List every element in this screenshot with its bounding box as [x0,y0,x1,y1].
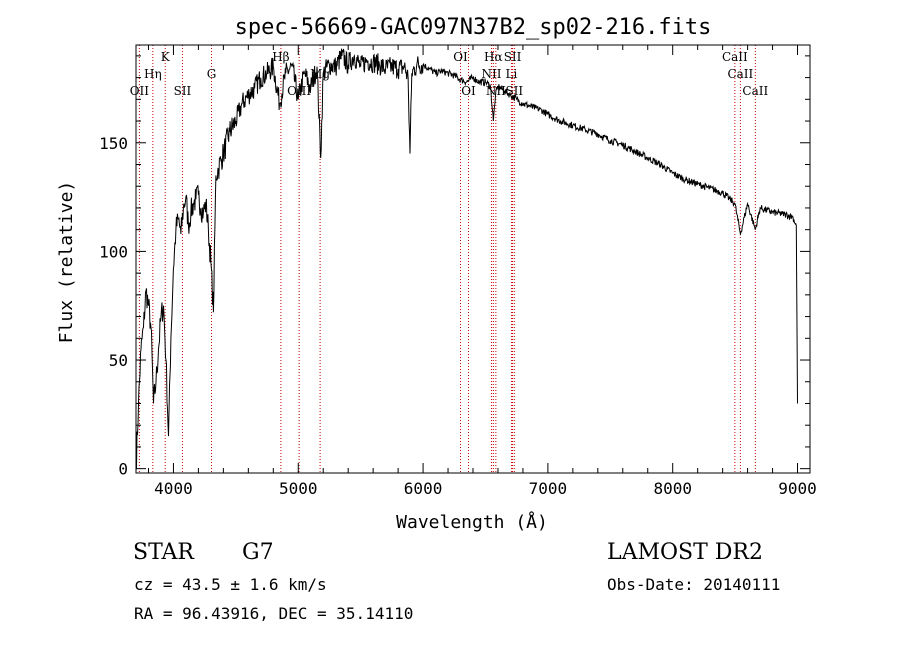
x-tick-label: 6000 [404,479,443,498]
spectral-line-markers [138,45,756,473]
spectrum-line [136,48,798,470]
spectral-subclass: G7 [242,540,274,565]
line-label: CaII [727,67,753,81]
line-label: Mg [310,67,330,81]
line-label: NII [486,84,506,98]
line-label: CaII [742,84,768,98]
chart-title: spec-56669-GAC097N37B2_sp02-216.fits [235,15,712,40]
x-tick-label: 7000 [529,479,568,498]
x-tick-label: 8000 [653,479,692,498]
x-axis-ticks: 4000 5000 6000 7000 8000 9000 [147,45,817,498]
line-label: G [207,67,217,81]
line-label: CaII [722,50,748,64]
y-tick-label: 150 [99,134,128,153]
line-label: SII [505,84,523,98]
line-label: Li [506,67,518,81]
y-axis-ticks: 0 50 100 150 [99,55,810,479]
x-axis-label: Wavelength (Å) [396,511,548,533]
y-tick-label: 0 [118,460,128,479]
line-label: SII [504,50,522,64]
line-label: OI [461,84,476,98]
line-label: OII [130,84,150,98]
line-label: OIII [287,84,311,98]
line-label: K [161,50,171,64]
redshift-text: cz = 43.5 ± 1.6 km/s [134,575,327,594]
object-type: STAR [133,540,194,565]
line-label: Hα [484,50,503,64]
x-tick-label: 4000 [154,479,193,498]
y-axis-label: Flux (relative) [56,181,77,344]
observation-date: Obs-Date: 20140111 [607,575,781,594]
line-label: Hβ [272,50,289,64]
line-label: NII [481,67,501,81]
y-tick-label: 100 [99,242,128,261]
coordinates-text: RA = 96.43916, DEC = 35.14110 [134,604,414,623]
line-label: SII [174,84,192,98]
x-tick-label: 9000 [778,479,817,498]
line-label: OI [453,50,468,64]
x-tick-label: 5000 [279,479,318,498]
spectral-line-labels: OIIHηKSIIGHβOIIIMgOIOIHαNIINIISIILiSIICa… [130,50,769,98]
survey-name: LAMOST DR2 [607,540,763,565]
y-tick-label: 50 [109,351,128,370]
line-label: Hη [144,67,162,81]
